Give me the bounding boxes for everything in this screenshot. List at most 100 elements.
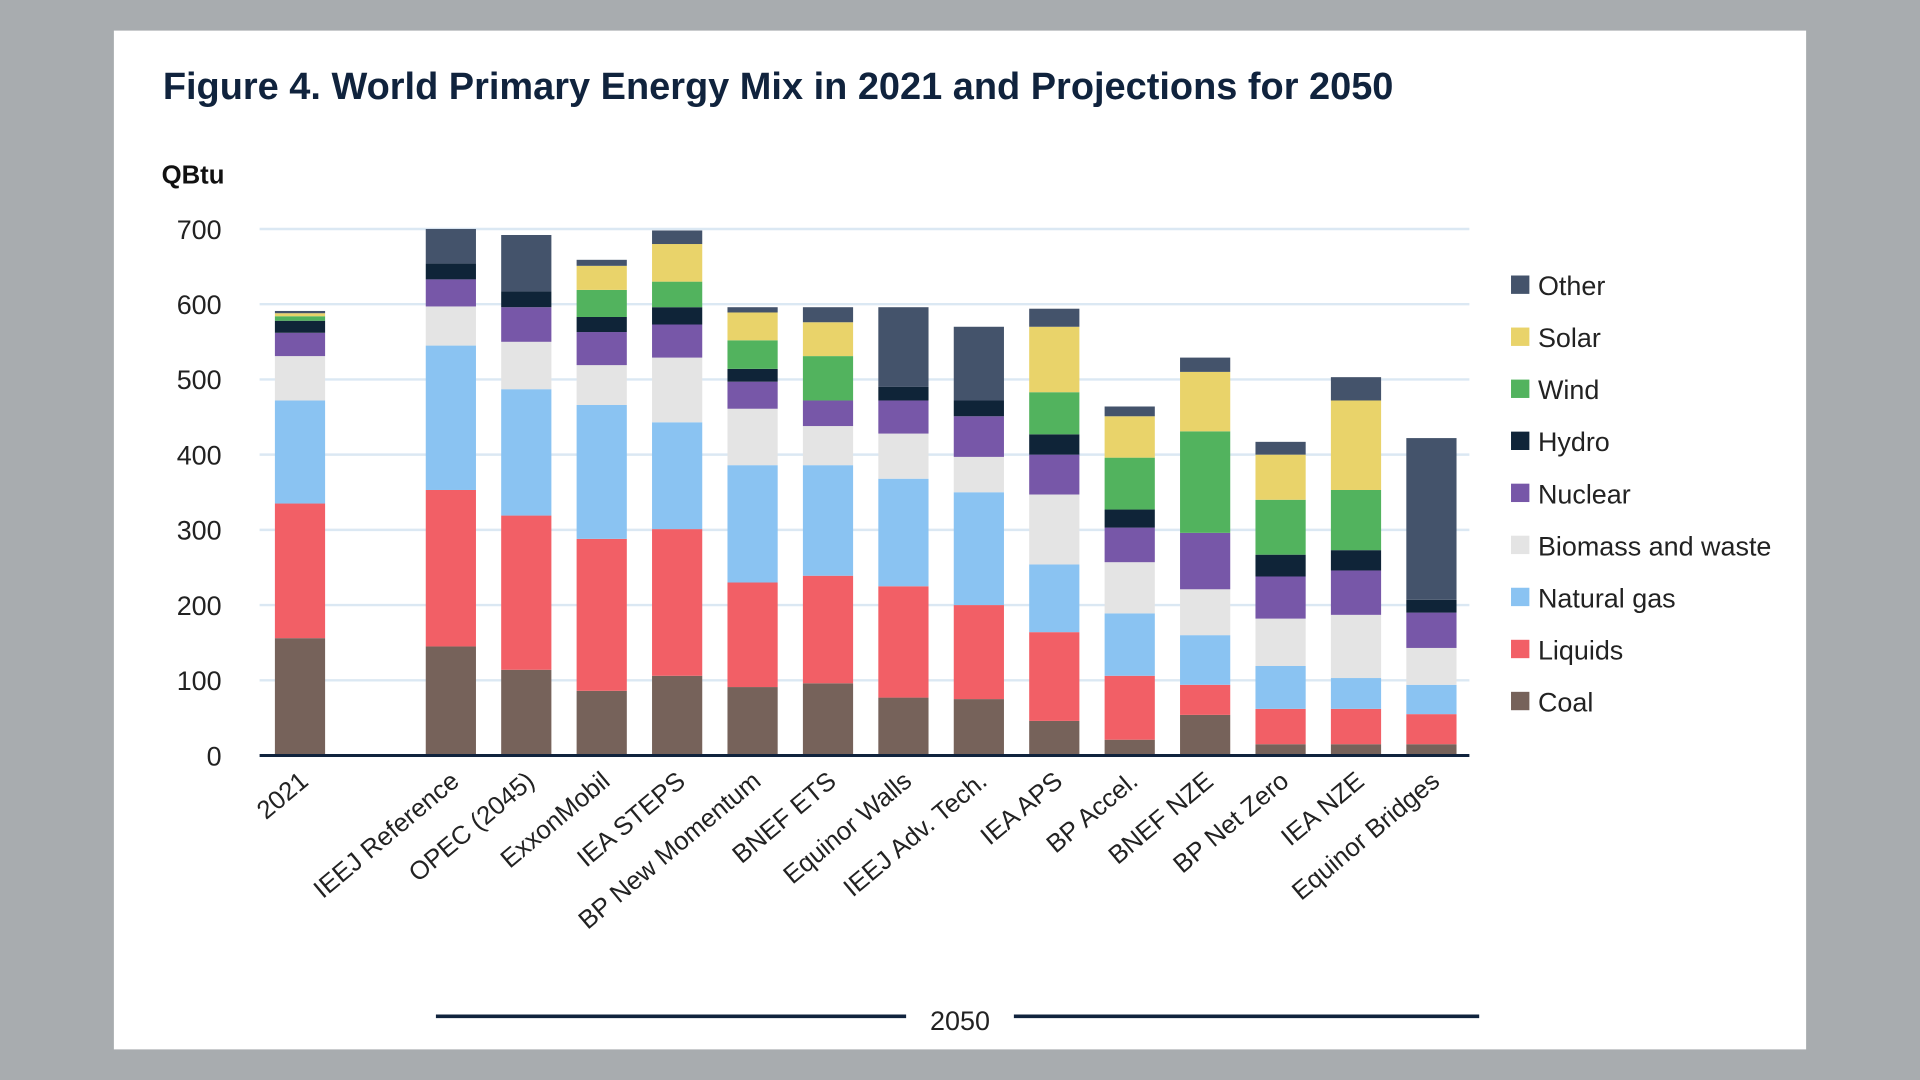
bar-segment-hydro [727, 368, 778, 382]
bar-segment-liquids [1104, 675, 1155, 740]
legend-swatch [1511, 327, 1530, 346]
bar-segment-biomass-and-waste [953, 456, 1004, 493]
legend-swatch [1511, 275, 1530, 294]
bar-segment-biomass-and-waste [576, 365, 627, 405]
legend-label: Other [1538, 271, 1605, 301]
bar-segment-nuclear [802, 400, 854, 427]
bar-segment-natural-gas [501, 389, 552, 516]
bar-stack [1255, 441, 1306, 756]
bar-segment-coal [878, 697, 929, 756]
bar-segment-natural-gas [1104, 613, 1155, 676]
bar-segment-liquids [1180, 684, 1231, 715]
bar-segment-solar [727, 312, 778, 341]
bar-stack [425, 228, 476, 756]
bar-segment-biomass-and-waste [1406, 647, 1457, 685]
bar-segment-nuclear [1180, 532, 1231, 590]
bar-segment-solar [1029, 326, 1080, 393]
bar-segment-biomass-and-waste [1104, 562, 1155, 614]
bar-stack [727, 307, 778, 756]
bar-segment-natural-gas [1330, 678, 1382, 709]
bar-stack [802, 307, 854, 756]
bar-segment-nuclear [1330, 570, 1382, 615]
legend-swatch [1511, 587, 1530, 607]
bar-segment-other [1255, 441, 1306, 455]
bar-segment-other [1029, 308, 1080, 327]
bar-segment-solar [1180, 371, 1231, 432]
bar-segment-nuclear [1029, 454, 1080, 495]
bar-segment-wind [576, 289, 627, 317]
bar-segment-liquids [652, 529, 703, 676]
legend-item: Nuclear [1511, 479, 1631, 509]
bar-segment-nuclear [652, 324, 703, 358]
bar-segment-solar [652, 244, 703, 282]
bar-segment-nuclear [274, 332, 326, 357]
legend-label: Liquids [1538, 635, 1623, 665]
bar-segment-hydro [576, 316, 627, 333]
bar-segment-solar [802, 322, 854, 357]
bar-segment-natural-gas [1406, 684, 1457, 715]
bar-segment-hydro [953, 400, 1004, 417]
bar-segment-nuclear [1104, 527, 1155, 563]
y-tick-label: 300 [177, 516, 222, 546]
bar-segment-hydro [652, 307, 703, 325]
bar-segment-liquids [274, 503, 326, 639]
bar-stack [1029, 308, 1080, 756]
legend-item: Liquids [1511, 635, 1623, 665]
bar-segment-coal [802, 683, 854, 756]
bar-segment-liquids [576, 538, 627, 691]
bar-stack [501, 234, 552, 756]
bar-segment-liquids [425, 489, 476, 647]
bar-segment-natural-gas [1180, 635, 1231, 685]
bar-segment-other [1406, 438, 1457, 600]
bar-segment-nuclear [953, 416, 1004, 457]
bar-segment-other [425, 228, 476, 264]
bar-segment-wind [802, 356, 854, 401]
bar-segment-liquids [1330, 708, 1382, 745]
bar-segment-other [576, 259, 627, 266]
bar-stack [1330, 377, 1382, 756]
bar-segment-coal [274, 638, 326, 756]
legend-item: Natural gas [1511, 583, 1676, 613]
bar-segment-hydro [1255, 554, 1306, 577]
bar-segment-natural-gas [652, 422, 703, 530]
bar-segment-other [953, 326, 1004, 401]
bar-segment-coal [727, 687, 778, 756]
bar-segment-other [501, 234, 552, 292]
bar-segment-natural-gas [727, 465, 778, 583]
bar-segment-coal [425, 646, 476, 756]
bar-segment-coal [1255, 744, 1306, 756]
bar-segment-hydro [1104, 509, 1155, 528]
bar-segment-other [727, 307, 778, 313]
bar-segment-coal [1029, 720, 1080, 756]
bar-segment-coal [1406, 744, 1457, 756]
bar-segment-biomass-and-waste [274, 356, 326, 401]
bar-segment-solar [576, 265, 627, 290]
bar-segment-wind [727, 340, 778, 369]
bar-segment-coal [1104, 739, 1155, 756]
bar-segment-nuclear [1406, 612, 1457, 648]
bar-segment-wind [652, 281, 703, 308]
bar-segment-biomass-and-waste [1180, 589, 1231, 636]
legend-label: Solar [1538, 323, 1601, 353]
bar-segment-natural-gas [274, 400, 326, 504]
bar-segment-natural-gas [1255, 666, 1306, 709]
bar-stack [953, 326, 1004, 756]
bar-segment-natural-gas [1029, 564, 1080, 633]
legend-label: Coal [1538, 687, 1593, 717]
legend-label: Biomass and waste [1538, 531, 1771, 561]
bar-segment-nuclear [1255, 576, 1306, 619]
bar-segment-nuclear [576, 332, 627, 366]
legend-item: Coal [1511, 687, 1593, 717]
bar-segment-hydro [1330, 550, 1382, 571]
bar-segment-biomass-and-waste [1029, 494, 1080, 565]
bar-segment-hydro [501, 291, 552, 308]
bar-stack [1406, 438, 1457, 756]
bar-segment-other [878, 307, 929, 387]
bar-segment-coal [1330, 744, 1382, 756]
legend-label: Wind [1538, 375, 1599, 405]
bar-segment-wind [1029, 392, 1080, 435]
legend-item: Wind [1511, 375, 1599, 405]
bar-segment-natural-gas [576, 404, 627, 539]
bar-segment-natural-gas [802, 465, 854, 576]
